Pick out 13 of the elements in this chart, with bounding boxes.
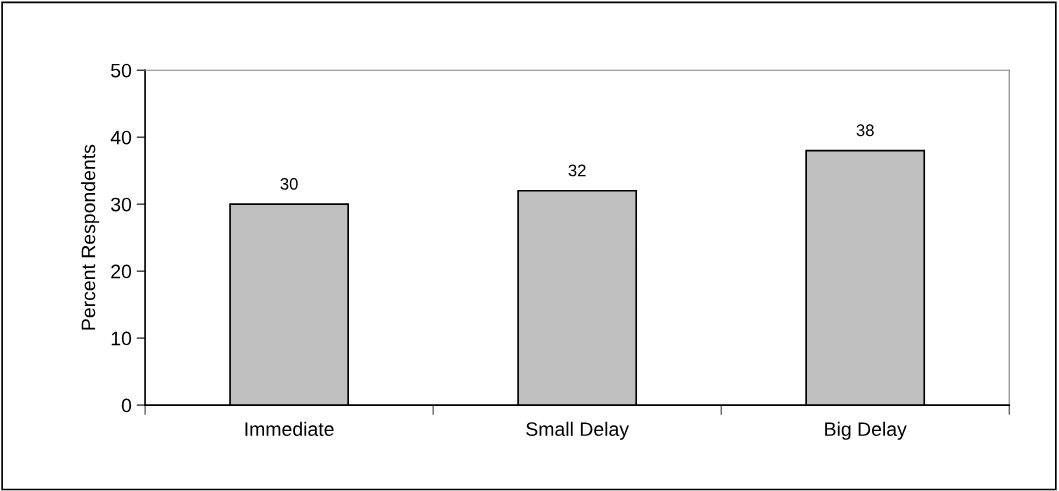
y-axis-title: Percent Respondents xyxy=(81,144,100,330)
y-tick-label: 30 xyxy=(111,197,132,212)
y-tick-label: 0 xyxy=(121,398,132,413)
y-tick-label: 40 xyxy=(110,130,132,145)
x-tick-label: Immediate xyxy=(245,421,334,437)
y-tick-label: 10 xyxy=(111,331,132,346)
y-tick-label: 50 xyxy=(111,63,132,78)
data-label: 32 xyxy=(568,164,586,177)
x-tick-label: Small Delay xyxy=(526,421,629,440)
data-label: 38 xyxy=(856,124,874,137)
y-tick-label: 20 xyxy=(111,264,132,279)
data-label: 30 xyxy=(280,177,298,190)
x-tick-label: Big Delay xyxy=(825,421,907,440)
